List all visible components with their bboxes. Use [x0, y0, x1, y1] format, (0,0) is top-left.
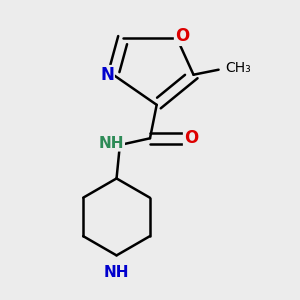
- Text: CH₃: CH₃: [225, 61, 251, 75]
- Text: NH: NH: [99, 136, 124, 151]
- Text: N: N: [100, 66, 114, 84]
- Text: O: O: [175, 27, 189, 45]
- Text: NH: NH: [104, 265, 129, 280]
- Text: O: O: [184, 129, 198, 147]
